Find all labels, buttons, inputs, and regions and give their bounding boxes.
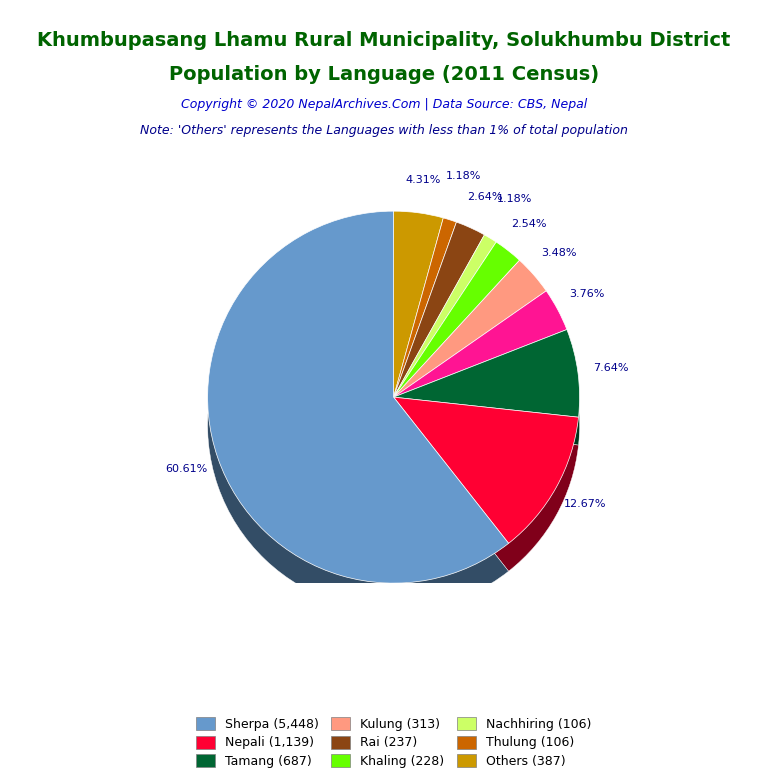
Text: 3.76%: 3.76%	[570, 289, 605, 299]
Wedge shape	[393, 235, 496, 397]
Text: 4.31%: 4.31%	[406, 174, 441, 184]
Wedge shape	[393, 357, 580, 445]
Wedge shape	[393, 239, 443, 425]
Text: Khumbupasang Lhamu Rural Municipality, Solukhumbu District: Khumbupasang Lhamu Rural Municipality, S…	[38, 31, 730, 50]
Wedge shape	[393, 397, 578, 543]
Text: 7.64%: 7.64%	[594, 363, 629, 373]
Wedge shape	[393, 270, 519, 425]
Wedge shape	[393, 211, 443, 397]
Wedge shape	[393, 250, 485, 425]
Wedge shape	[393, 263, 496, 425]
Text: Population by Language (2011 Census): Population by Language (2011 Census)	[169, 65, 599, 84]
Wedge shape	[393, 288, 546, 425]
Wedge shape	[393, 246, 456, 425]
Wedge shape	[393, 242, 519, 397]
Wedge shape	[393, 425, 578, 571]
Wedge shape	[393, 291, 567, 397]
Wedge shape	[207, 211, 508, 583]
Text: 1.18%: 1.18%	[446, 170, 482, 180]
Text: 12.67%: 12.67%	[564, 498, 607, 508]
Text: 2.54%: 2.54%	[511, 220, 547, 230]
Text: 60.61%: 60.61%	[165, 464, 207, 474]
Wedge shape	[207, 239, 508, 611]
Legend: Sherpa (5,448), Nepali (1,139), Tamang (687), Magar (338), Kulung (313), Rai (23: Sherpa (5,448), Nepali (1,139), Tamang (…	[191, 712, 596, 768]
Text: Copyright © 2020 NepalArchives.Com | Data Source: CBS, Nepal: Copyright © 2020 NepalArchives.Com | Dat…	[181, 98, 587, 111]
Text: 3.48%: 3.48%	[541, 248, 577, 258]
Text: Note: 'Others' represents the Languages with less than 1% of total population: Note: 'Others' represents the Languages …	[140, 124, 628, 137]
Wedge shape	[393, 319, 567, 425]
Text: 1.18%: 1.18%	[497, 194, 532, 204]
Wedge shape	[393, 222, 485, 397]
Wedge shape	[393, 329, 580, 417]
Wedge shape	[393, 260, 546, 397]
Text: 2.64%: 2.64%	[467, 193, 502, 203]
Wedge shape	[393, 218, 456, 397]
